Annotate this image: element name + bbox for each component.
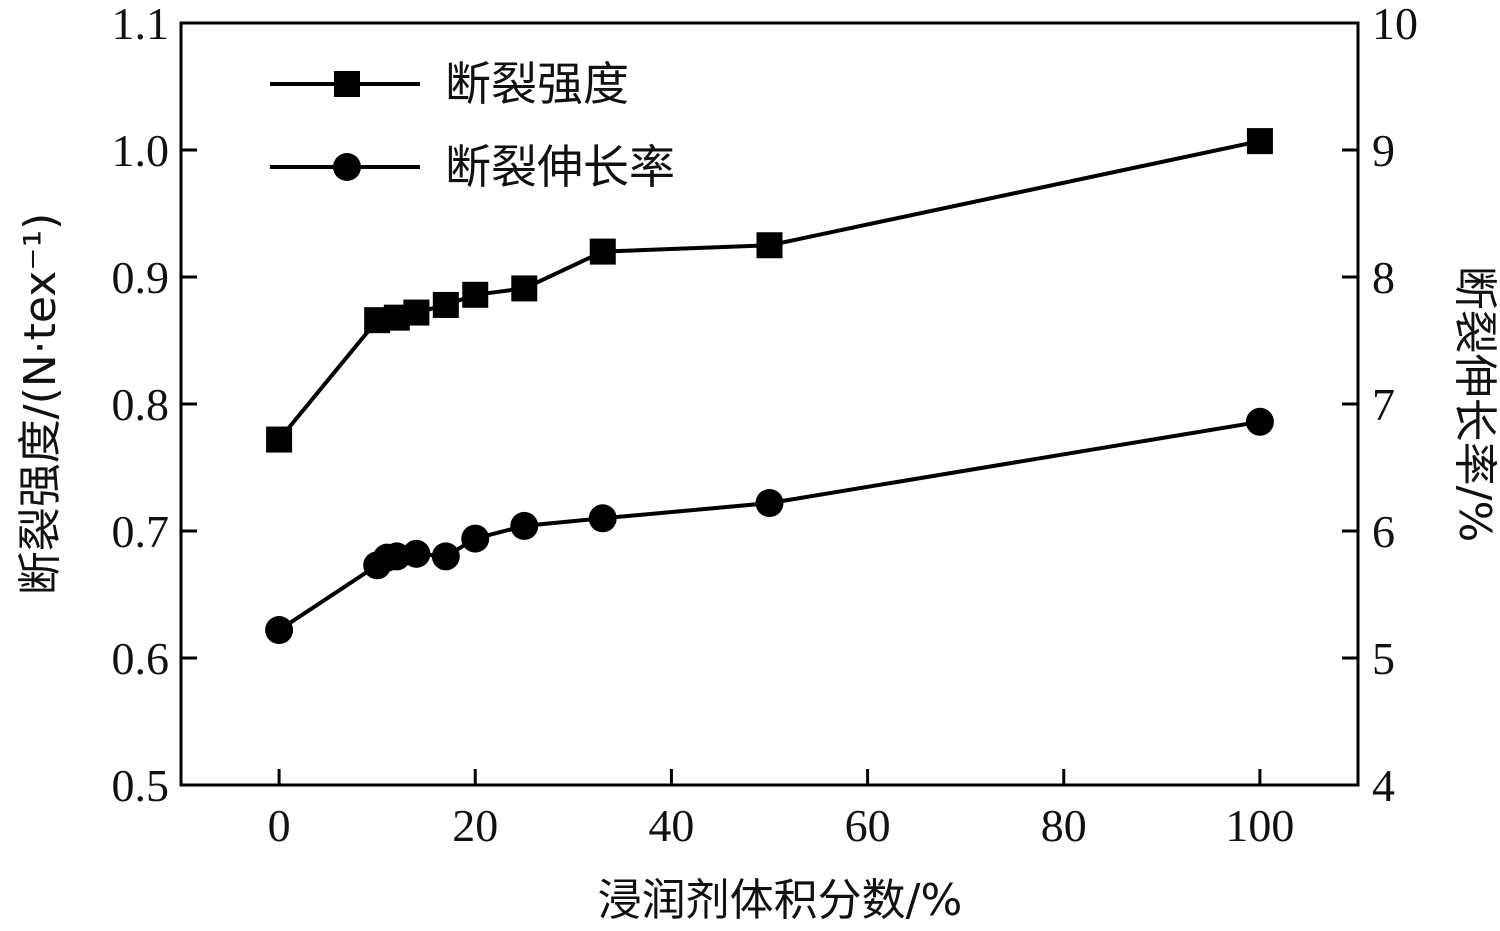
x-tick-label: 60 [845, 800, 891, 851]
y-left-tick-label: 1.0 [112, 125, 170, 176]
y-right-tick-label: 9 [1372, 125, 1395, 176]
y-left-tick-label: 0.8 [112, 379, 170, 430]
data-point-square [589, 238, 616, 265]
y-right-tick-label: 5 [1372, 633, 1395, 684]
y-left-tick-label: 0.5 [112, 760, 170, 811]
series-line-tenacity [277, 139, 1261, 441]
data-point-circle [461, 524, 490, 553]
data-point-square [1246, 128, 1273, 155]
data-point-square [266, 426, 293, 453]
y-left-tick-label: 0.6 [112, 633, 170, 684]
y-left-tick-label: 0.9 [112, 252, 170, 303]
y-axis-left-label: 断裂强度/(N·tex⁻¹) [15, 213, 66, 596]
data-point-circle [1245, 407, 1274, 436]
plot-frame [179, 21, 1360, 787]
series-line-elongation [277, 419, 1261, 632]
legend: 断裂强度 断裂伸长率 [270, 57, 675, 194]
data-point-circle [755, 489, 784, 518]
y-right-tick-label: 6 [1372, 506, 1395, 557]
data-point-circle [265, 616, 294, 645]
y-right-tick-label: 10 [1372, 0, 1418, 49]
x-tick-label: 20 [452, 800, 498, 851]
legend-label-elongation: 断裂伸长率 [445, 140, 675, 194]
data-point-square [511, 275, 538, 302]
data-point-square [403, 299, 430, 326]
ticks-layer: 0 20 40 60 80 100 0.5 0.6 0.7 0.8 0.9 1.0 1.1 4 5 6 7 8 9 1… [112, 0, 1419, 851]
x-tick-label: 100 [1225, 800, 1294, 851]
y-axis-right-label: 断裂伸长率/% [1449, 266, 1500, 543]
data-point-square [462, 281, 489, 308]
x-axis-label: 浸润剂体积分数/% [598, 875, 963, 926]
legend-marker-circle [333, 153, 361, 181]
x-tick-label: 40 [648, 800, 694, 851]
y-right-tick-label: 4 [1372, 760, 1395, 811]
y-right-tick-label: 8 [1372, 252, 1395, 303]
legend-label-tenacity: 断裂强度 [445, 57, 629, 111]
data-point-circle [588, 504, 617, 533]
data-point-square [432, 291, 459, 318]
x-tick-label: 80 [1041, 800, 1087, 851]
legend-marker-square [334, 71, 360, 97]
y-left-tick-label: 1.1 [112, 0, 170, 49]
y-right-tick-label: 7 [1372, 379, 1395, 430]
x-tick-label: 0 [268, 800, 291, 851]
data-point-circle [402, 539, 431, 568]
series-layer [265, 128, 1274, 645]
y-left-tick-label: 0.7 [112, 506, 170, 557]
data-point-circle [510, 511, 539, 540]
data-point-square [756, 232, 783, 259]
data-point-circle [431, 542, 460, 571]
